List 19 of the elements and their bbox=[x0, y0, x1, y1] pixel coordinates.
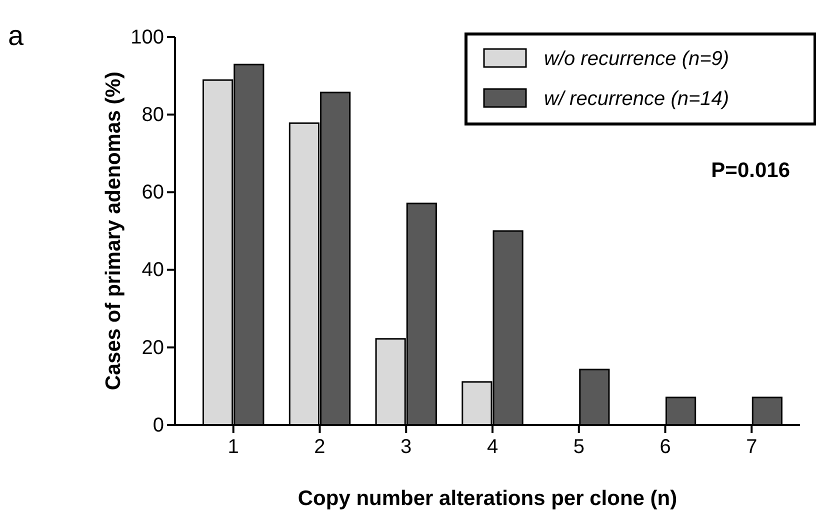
y-axis-title: Cases of primary adenomas (%) bbox=[102, 72, 125, 390]
x-tick-label: 4 bbox=[486, 436, 498, 458]
legend-label: w/ recurrence (n=14) bbox=[544, 88, 730, 110]
x-tick-label: 6 bbox=[660, 436, 671, 458]
x-tick-label: 2 bbox=[314, 436, 326, 458]
x-axis-title: Copy number alterations per clone (n) bbox=[298, 487, 678, 510]
y-tick-label: 100 bbox=[130, 26, 164, 48]
annotation: P=0.016 bbox=[711, 159, 790, 182]
y-tick-label: 40 bbox=[142, 259, 164, 282]
text: a bbox=[8, 20, 24, 51]
y-tick-label: 80 bbox=[142, 104, 164, 126]
x-tick-label: 7 bbox=[746, 436, 758, 458]
y-tick-label: 20 bbox=[142, 336, 164, 359]
x-tick-label: 1 bbox=[228, 436, 239, 458]
y-tick-label: 0 bbox=[152, 414, 164, 436]
x-tick-label: 3 bbox=[400, 436, 412, 458]
y-tick-label: 60 bbox=[142, 182, 164, 204]
x-tick-label: 5 bbox=[573, 436, 584, 458]
legend-label: w/o recurrence (n=9) bbox=[544, 48, 730, 70]
